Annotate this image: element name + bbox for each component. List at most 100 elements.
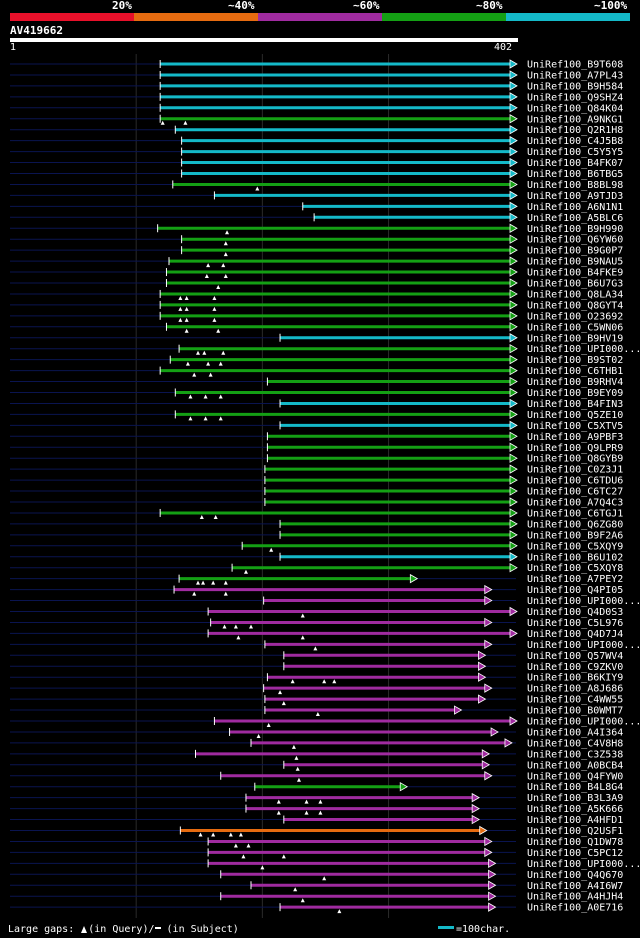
hit-row[interactable]: UniRef100_Q8GYB9 (10, 453, 623, 465)
hit-row[interactable]: UniRef100_B6TBG5 (10, 168, 623, 180)
hit-label[interactable]: UniRef100_Q4FYW0 (527, 771, 623, 782)
hit-row[interactable]: UniRef100_Q8LA34 (10, 289, 623, 300)
hit-label[interactable]: UniRef100_C5PC12 (527, 848, 623, 859)
hit-label[interactable]: UniRef100_UPI000... (527, 344, 640, 355)
hit-row[interactable]: UniRef100_Q8GYT4 (10, 300, 623, 311)
hit-label[interactable]: UniRef100_B9ST02 (527, 355, 623, 366)
hit-label[interactable]: UniRef100_Q57WV4 (527, 651, 623, 662)
hit-row[interactable]: UniRef100_Q6ZG80 (10, 519, 623, 530)
hit-label[interactable]: UniRef100_Q84K04 (527, 103, 623, 114)
hit-row[interactable]: UniRef100_A4HJH4 (10, 891, 623, 903)
hit-label[interactable]: UniRef100_B9NAU5 (527, 257, 623, 268)
hit-row[interactable]: UniRef100_B9T608 (10, 59, 623, 71)
hit-label[interactable]: UniRef100_B9T608 (527, 60, 623, 71)
hit-row[interactable]: UniRef100_A7Q4C3 (10, 497, 623, 509)
hit-row[interactable]: UniRef100_B9H584 (10, 81, 623, 92)
hit-row[interactable]: UniRef100_A5K666 (10, 803, 623, 815)
hit-label[interactable]: UniRef100_C5L976 (527, 618, 623, 629)
hit-label[interactable]: UniRef100_A7Q4C3 (527, 498, 623, 509)
hit-label[interactable]: UniRef100_UPI000... (527, 640, 640, 651)
hit-row[interactable]: UniRef100_A4I364 (10, 727, 623, 738)
hit-label[interactable]: UniRef100_B0WMT7 (527, 706, 623, 717)
hit-label[interactable]: UniRef100_A6N1N1 (527, 202, 623, 213)
hit-label[interactable]: UniRef100_A7PL43 (527, 70, 623, 81)
hit-row[interactable]: UniRef100_UPI000... (10, 344, 640, 355)
hit-label[interactable]: UniRef100_C6TDU6 (527, 476, 623, 487)
hit-row[interactable]: UniRef100_A7PL43 (10, 70, 623, 81)
hit-label[interactable]: UniRef100_A0E716 (527, 903, 623, 914)
hit-label[interactable]: UniRef100_B4FKE9 (527, 268, 623, 279)
hit-label[interactable]: UniRef100_B9H584 (527, 81, 623, 92)
hit-label[interactable]: UniRef100_C5Y5Y5 (527, 147, 623, 158)
hit-label[interactable]: UniRef100_C5XQY8 (527, 563, 623, 574)
hit-row[interactable]: UniRef100_B3L3A9 (10, 792, 623, 804)
hit-row[interactable]: UniRef100_C4V8H8 (10, 738, 623, 749)
hit-label[interactable]: UniRef100_C4J5B8 (527, 136, 623, 147)
hit-label[interactable]: UniRef100_Q8LA34 (527, 289, 623, 300)
hit-label[interactable]: UniRef100_C0Z3J1 (527, 465, 623, 476)
hit-row[interactable]: UniRef100_C6TGJ1 (10, 508, 623, 519)
hit-label[interactable]: UniRef100_Q4PI05 (527, 585, 623, 596)
hit-label[interactable]: UniRef100_C5XQY9 (527, 541, 623, 552)
hit-row[interactable]: UniRef100_UPI000... (10, 858, 640, 870)
hit-row[interactable]: UniRef100_Q57WV4 (10, 650, 623, 662)
hit-row[interactable]: UniRef100_Q1DW78 (10, 836, 623, 848)
hit-row[interactable]: UniRef100_Q9SHZ4 (10, 92, 623, 103)
hit-label[interactable]: UniRef100_Q4D7J4 (527, 629, 623, 640)
hit-label[interactable]: UniRef100_C6TC27 (527, 487, 623, 498)
hit-label[interactable]: UniRef100_B3L3A9 (527, 793, 623, 804)
hit-row[interactable]: UniRef100_C5PC12 (10, 847, 623, 859)
hit-row[interactable]: UniRef100_C4WW55 (10, 694, 623, 706)
hit-label[interactable]: UniRef100_Q4Q670 (527, 870, 623, 881)
hit-row[interactable]: UniRef100_B9ST02 (10, 354, 623, 366)
hit-row[interactable]: UniRef100_B4L8G4 (10, 782, 623, 793)
hit-row[interactable]: UniRef100_A5BLC6 (10, 212, 623, 224)
hit-row[interactable]: UniRef100_B9NAU5 (10, 256, 623, 268)
hit-label[interactable]: UniRef100_C6THB1 (527, 366, 623, 377)
hit-row[interactable]: UniRef100_UPI000... (10, 716, 640, 728)
hit-label[interactable]: UniRef100_UPI000... (527, 596, 640, 607)
hit-label[interactable]: UniRef100_A0BCB4 (527, 760, 623, 771)
hit-label[interactable]: UniRef100_A4HFD1 (527, 815, 623, 826)
hit-label[interactable]: UniRef100_Q4D0S3 (527, 607, 623, 618)
hit-row[interactable]: UniRef100_C5XQY8 (10, 563, 623, 574)
hit-label[interactable]: UniRef100_A4I364 (527, 727, 623, 738)
hit-label[interactable]: UniRef100_A4I6W7 (527, 881, 623, 892)
hit-row[interactable]: UniRef100_A9PBF3 (10, 431, 623, 443)
hit-row[interactable]: UniRef100_B4FK07 (10, 157, 623, 169)
hit-row[interactable]: UniRef100_C5XQY9 (10, 541, 623, 552)
hit-row[interactable]: UniRef100_B9EY09 (10, 387, 623, 399)
hit-label[interactable]: UniRef100_Q2R1H8 (527, 125, 623, 136)
hit-label[interactable]: UniRef100_UPI000... (527, 859, 640, 870)
hit-label[interactable]: UniRef100_B9RHV4 (527, 377, 623, 388)
hit-label[interactable]: UniRef100_B9EY09 (527, 388, 623, 399)
hit-row[interactable]: UniRef100_Q4PI05 (10, 584, 623, 596)
hit-row[interactable]: UniRef100_B8BL98 (10, 179, 623, 191)
hit-row[interactable]: UniRef100_Q84K04 (10, 103, 623, 114)
hit-label[interactable]: UniRef100_B4FIN3 (527, 399, 623, 410)
hit-row[interactable]: UniRef100_C5Y5Y5 (10, 146, 623, 158)
hit-label[interactable]: UniRef100_B9F2A6 (527, 530, 623, 541)
hit-label[interactable]: UniRef100_C4V8H8 (527, 738, 623, 749)
hit-label[interactable]: UniRef100_Q8GYB9 (527, 454, 623, 465)
hit-label[interactable]: UniRef100_B6KIY9 (527, 673, 623, 684)
hit-row[interactable]: UniRef100_B9HV19 (10, 333, 623, 344)
hit-label[interactable]: UniRef100_A7PEY2 (527, 574, 623, 585)
hit-label[interactable]: UniRef100_B8BL98 (527, 180, 623, 191)
hit-row[interactable]: UniRef100_Q5ZE10 (10, 409, 623, 421)
hit-row[interactable]: UniRef100_A4HFD1 (10, 814, 623, 826)
hit-row[interactable]: UniRef100_Q2USF1 (10, 825, 623, 837)
hit-row[interactable]: UniRef100_A6N1N1 (10, 201, 623, 213)
hit-row[interactable]: UniRef100_C4J5B8 (10, 135, 623, 147)
hit-label[interactable]: UniRef100_B9HV19 (527, 333, 623, 344)
hit-row[interactable]: UniRef100_C5WN06 (10, 322, 623, 333)
hit-row[interactable]: UniRef100_B4FIN3 (10, 398, 623, 410)
hit-row[interactable]: UniRef100_Q4D7J4 (10, 628, 623, 640)
hit-label[interactable]: UniRef100_A4HJH4 (527, 892, 623, 903)
hit-row[interactable]: UniRef100_Q4FYW0 (10, 771, 623, 782)
hit-label[interactable]: UniRef100_Q5ZE10 (527, 410, 623, 421)
hit-label[interactable]: UniRef100_Q2USF1 (527, 826, 623, 837)
hit-label[interactable]: UniRef100_Q8GYT4 (527, 300, 623, 311)
hit-row[interactable]: UniRef100_C5L976 (10, 617, 623, 629)
hit-label[interactable]: UniRef100_C3Z538 (527, 749, 623, 760)
